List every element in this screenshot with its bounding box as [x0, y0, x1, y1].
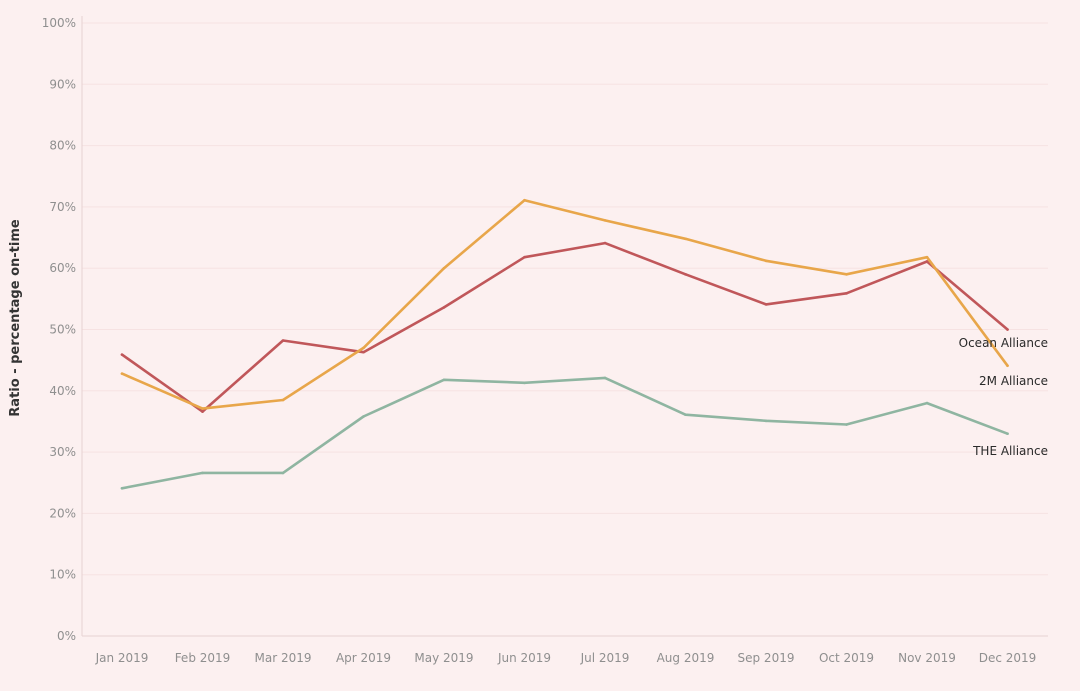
data-point	[201, 471, 204, 475]
series-label: Ocean Alliance	[959, 336, 1048, 350]
data-point	[603, 241, 607, 245]
data-point	[523, 198, 526, 202]
data-point	[442, 266, 446, 270]
y-tick-label: 20%	[49, 506, 76, 520]
series-lines	[120, 198, 1009, 490]
data-point	[684, 273, 687, 276]
data-point	[603, 376, 607, 380]
gridlines	[81, 16, 1048, 637]
x-tick-label: Feb 2019	[175, 651, 231, 665]
data-point	[281, 398, 285, 402]
data-point	[281, 339, 285, 342]
series-label: THE Alliance	[972, 444, 1048, 458]
series-label: 2M Alliance	[979, 374, 1048, 388]
data-point	[120, 372, 124, 375]
data-point	[684, 237, 687, 241]
series-line-ocean-alliance	[120, 241, 1009, 413]
x-tick-label: Nov 2019	[898, 651, 956, 665]
data-point	[120, 353, 124, 356]
data-point	[925, 255, 929, 259]
y-axis-title: Ratio - percentage on-time	[8, 219, 23, 417]
y-tick-label: 100%	[42, 16, 76, 30]
y-tick-label: 50%	[49, 323, 76, 337]
data-point	[764, 419, 768, 423]
x-tick-label: Jun 2019	[497, 651, 551, 665]
data-point	[362, 415, 365, 418]
data-point	[201, 410, 204, 413]
y-tick-label: 70%	[49, 200, 76, 214]
data-point	[1006, 432, 1009, 436]
data-point	[1006, 328, 1009, 331]
y-axis-ticks: 0% 10% 20% 30% 40% 50% 60% 70% 80% 90% 100%	[42, 16, 76, 643]
series-labels: Ocean Alliance 2M Alliance THE Alliance	[959, 336, 1048, 458]
y-tick-label: 30%	[49, 445, 76, 459]
data-point	[925, 260, 929, 263]
data-point	[1006, 364, 1009, 367]
x-tick-label: Dec 2019	[979, 651, 1037, 665]
x-tick-label: Jan 2019	[95, 651, 149, 665]
data-point	[845, 423, 848, 426]
y-tick-label: 10%	[49, 568, 76, 582]
x-tick-label: Apr 2019	[336, 651, 391, 665]
data-point	[603, 219, 607, 222]
data-point	[845, 273, 848, 276]
y-tick-label: 40%	[49, 384, 76, 398]
y-tick-label: 80%	[49, 139, 76, 153]
y-tick-label: 60%	[49, 261, 76, 275]
data-point	[120, 486, 124, 490]
data-point	[201, 407, 204, 410]
y-tick-label: 90%	[49, 77, 76, 91]
data-point	[845, 292, 848, 295]
x-tick-label: Mar 2019	[255, 651, 312, 665]
x-axis-ticks: Jan 2019 Feb 2019 Mar 2019 Apr 2019 May 2019…	[95, 651, 1037, 665]
series-line-the-alliance	[120, 376, 1009, 490]
data-point	[764, 259, 768, 263]
data-point	[764, 303, 768, 306]
data-point	[281, 471, 285, 475]
data-point	[523, 381, 526, 385]
data-point	[362, 350, 365, 354]
x-tick-label: Aug 2019	[657, 651, 715, 665]
data-point	[684, 413, 687, 417]
series-line-2m-alliance	[120, 198, 1009, 410]
data-point	[442, 306, 446, 309]
data-point	[925, 401, 929, 405]
data-point	[362, 346, 365, 350]
data-point	[523, 255, 526, 259]
x-tick-label: Jul 2019	[580, 651, 630, 665]
y-tick-label: 0%	[57, 629, 76, 643]
x-tick-label: May 2019	[414, 651, 473, 665]
x-tick-label: Sep 2019	[738, 651, 795, 665]
data-point	[442, 378, 446, 382]
x-tick-label: Oct 2019	[819, 651, 874, 665]
